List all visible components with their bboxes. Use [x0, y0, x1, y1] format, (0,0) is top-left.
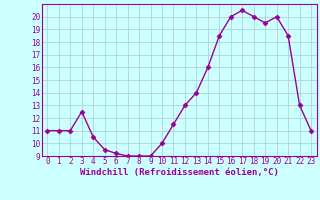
X-axis label: Windchill (Refroidissement éolien,°C): Windchill (Refroidissement éolien,°C)	[80, 168, 279, 177]
